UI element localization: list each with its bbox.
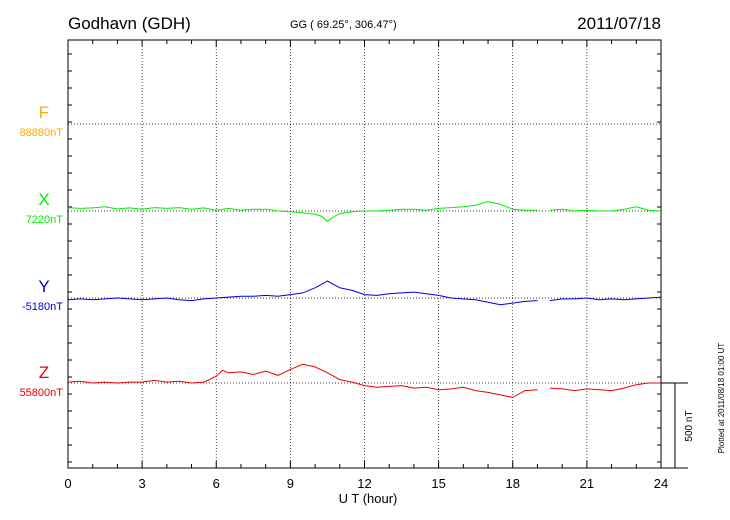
series-name-z: Z xyxy=(39,363,49,382)
series-line-z xyxy=(549,382,661,392)
station-coords: GG ( 69.25°, 306.47°) xyxy=(290,19,397,31)
scale-bar-label: 500 nT xyxy=(684,410,695,441)
series-line-x xyxy=(549,206,662,212)
x-tick-labels: 0 3 6 9 12 15 18 21 24 xyxy=(64,476,668,491)
axis-ticks xyxy=(67,40,662,468)
grid-lines xyxy=(68,40,661,468)
series-line-x xyxy=(67,201,538,222)
series-name-f: F xyxy=(39,103,49,122)
series-line-y xyxy=(549,296,662,302)
x-tick-label: 0 xyxy=(64,476,71,491)
x-tick-label: 18 xyxy=(506,476,520,491)
series-line-z xyxy=(67,363,538,398)
x-tick-label: 12 xyxy=(357,476,371,491)
x-tick-label: 6 xyxy=(213,476,220,491)
series-labels: F 88880nT X 7220nT Y -5180nT Z 55800nT xyxy=(20,103,64,399)
x-tick-label: 9 xyxy=(287,476,294,491)
date-label: 2011/07/18 xyxy=(577,14,661,33)
series-name-x: X xyxy=(38,190,49,209)
series-baseline-f: 88880nT xyxy=(20,127,64,139)
x-tick-label: 15 xyxy=(431,476,445,491)
series-baseline-x: 7220nT xyxy=(26,214,64,226)
series-baseline-z: 55800nT xyxy=(20,387,64,399)
x-axis-label: U T (hour) xyxy=(339,491,398,506)
x-tick-label: 3 xyxy=(139,476,146,491)
series-name-y: Y xyxy=(38,277,49,296)
x-tick-label: 24 xyxy=(654,476,668,491)
series-line-y xyxy=(67,280,538,306)
scale-bar xyxy=(661,382,688,469)
plotted-note: Plotted at 2011/08/18 01:00 UT xyxy=(717,343,726,454)
series-layer xyxy=(67,201,662,398)
series-baseline-y: -5180nT xyxy=(22,301,63,313)
x-tick-label: 21 xyxy=(580,476,594,491)
station-title: Godhavn (GDH) xyxy=(68,14,191,33)
